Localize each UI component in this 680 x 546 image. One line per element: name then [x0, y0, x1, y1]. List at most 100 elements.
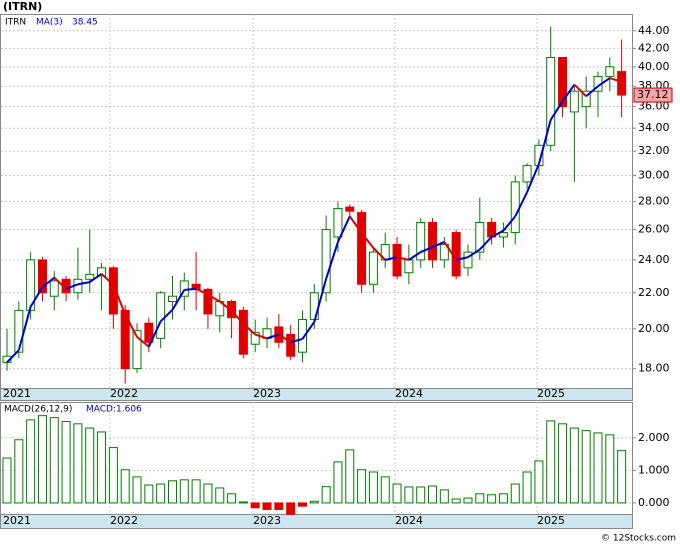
legend-symbol: ITRN — [5, 18, 26, 28]
ma-line — [89, 273, 103, 283]
ma-line — [467, 248, 481, 259]
candle-body — [428, 221, 438, 261]
candle-body — [250, 332, 260, 345]
x-tick-label: 2021 — [3, 514, 31, 527]
candle-body — [558, 56, 568, 108]
candle-body — [37, 259, 47, 294]
macd-bar — [167, 480, 177, 504]
macd-bar — [262, 502, 272, 510]
ma-line — [420, 246, 433, 254]
ma-line — [184, 287, 197, 291]
y-tick-label: 34.00 — [638, 121, 670, 134]
ma-line — [585, 85, 599, 98]
macd-bar — [108, 447, 118, 504]
candle-body — [49, 280, 59, 297]
x-tick-label: 2025 — [537, 514, 565, 527]
macd-bar — [321, 486, 331, 504]
candle-body — [368, 251, 378, 285]
candle-body — [120, 309, 130, 370]
ma-line — [254, 333, 268, 340]
x-tick-label: 2022 — [110, 387, 138, 400]
ma-line — [41, 276, 55, 288]
candle-body — [238, 309, 248, 355]
macd-bar — [309, 500, 319, 504]
candle-body — [144, 322, 154, 343]
ma-line — [230, 310, 245, 325]
legend-ma: MA(3) — [36, 18, 63, 28]
macd-bar — [14, 439, 24, 504]
candle-body — [404, 259, 414, 274]
macd-bar — [250, 502, 260, 509]
ma-line — [17, 306, 32, 351]
candle-body — [617, 71, 627, 96]
ma-line — [479, 236, 493, 251]
date-strip — [0, 388, 633, 401]
macd-name: MACD: — [86, 405, 116, 415]
ma-line — [573, 83, 587, 97]
y-tick-label: 1.000 — [638, 463, 670, 476]
macd-bar — [380, 476, 390, 504]
ma-line — [65, 283, 79, 290]
date-strip — [0, 514, 633, 529]
ma-line — [53, 276, 67, 290]
ma-line — [77, 281, 90, 286]
macd-bar — [404, 486, 414, 504]
macd-bar — [558, 423, 568, 504]
ma-line — [360, 232, 375, 249]
candle-body — [14, 309, 24, 353]
candle-body — [85, 273, 95, 280]
ma-line — [408, 251, 422, 261]
y-tick-label: 44.00 — [638, 24, 670, 37]
price-frame — [0, 14, 633, 401]
candle-body — [392, 243, 402, 277]
last-price: 37.12 — [637, 88, 669, 101]
macd-bar — [203, 483, 213, 504]
macd-bar — [368, 471, 378, 504]
candle-body — [581, 90, 591, 108]
ma-line — [455, 256, 469, 261]
legend-ma-value: 38.45 — [72, 18, 98, 28]
macd-bar — [156, 483, 166, 504]
x-tick-label: 2023 — [253, 514, 281, 527]
y-tick-label: 42.00 — [638, 41, 670, 54]
ma-line — [385, 256, 398, 261]
ma-line — [100, 273, 115, 286]
candle-body — [156, 292, 166, 339]
ma-line — [171, 289, 186, 311]
macd-bar — [546, 420, 556, 504]
candle-body — [345, 206, 355, 212]
ma-line — [491, 229, 504, 238]
macd-bar — [463, 497, 473, 504]
y-tick-label: 24.00 — [638, 253, 670, 266]
macd-bar — [439, 489, 449, 504]
x-tick-label: 2023 — [253, 387, 281, 400]
ma-line — [290, 337, 303, 344]
ma-line — [112, 284, 127, 315]
macd-bar — [120, 469, 130, 504]
ma-line — [372, 247, 386, 261]
candle-body — [546, 56, 556, 146]
y-tick-label: 22.00 — [638, 286, 670, 299]
ma-line — [502, 215, 517, 232]
ma-line — [514, 191, 528, 217]
candle-body — [357, 212, 367, 285]
ma-line — [443, 241, 457, 261]
y-tick-label: 32.00 — [638, 144, 670, 157]
macd-bar — [26, 419, 36, 504]
ma-line — [278, 333, 292, 344]
candle-body — [108, 267, 118, 315]
ma-line — [396, 256, 410, 261]
candle-body — [569, 90, 579, 113]
macd-bar — [487, 494, 497, 504]
macd-bar — [61, 421, 71, 504]
macd-bar — [534, 460, 544, 504]
ma-line — [313, 278, 328, 323]
ma-line — [29, 286, 44, 308]
x-tick-label: 2021 — [3, 387, 31, 400]
ma-line — [147, 320, 162, 348]
x-tick-label: 2022 — [110, 514, 138, 527]
y-tick-label: 0.000 — [638, 496, 670, 509]
macd-bar — [2, 457, 12, 504]
ma-line — [219, 300, 233, 312]
